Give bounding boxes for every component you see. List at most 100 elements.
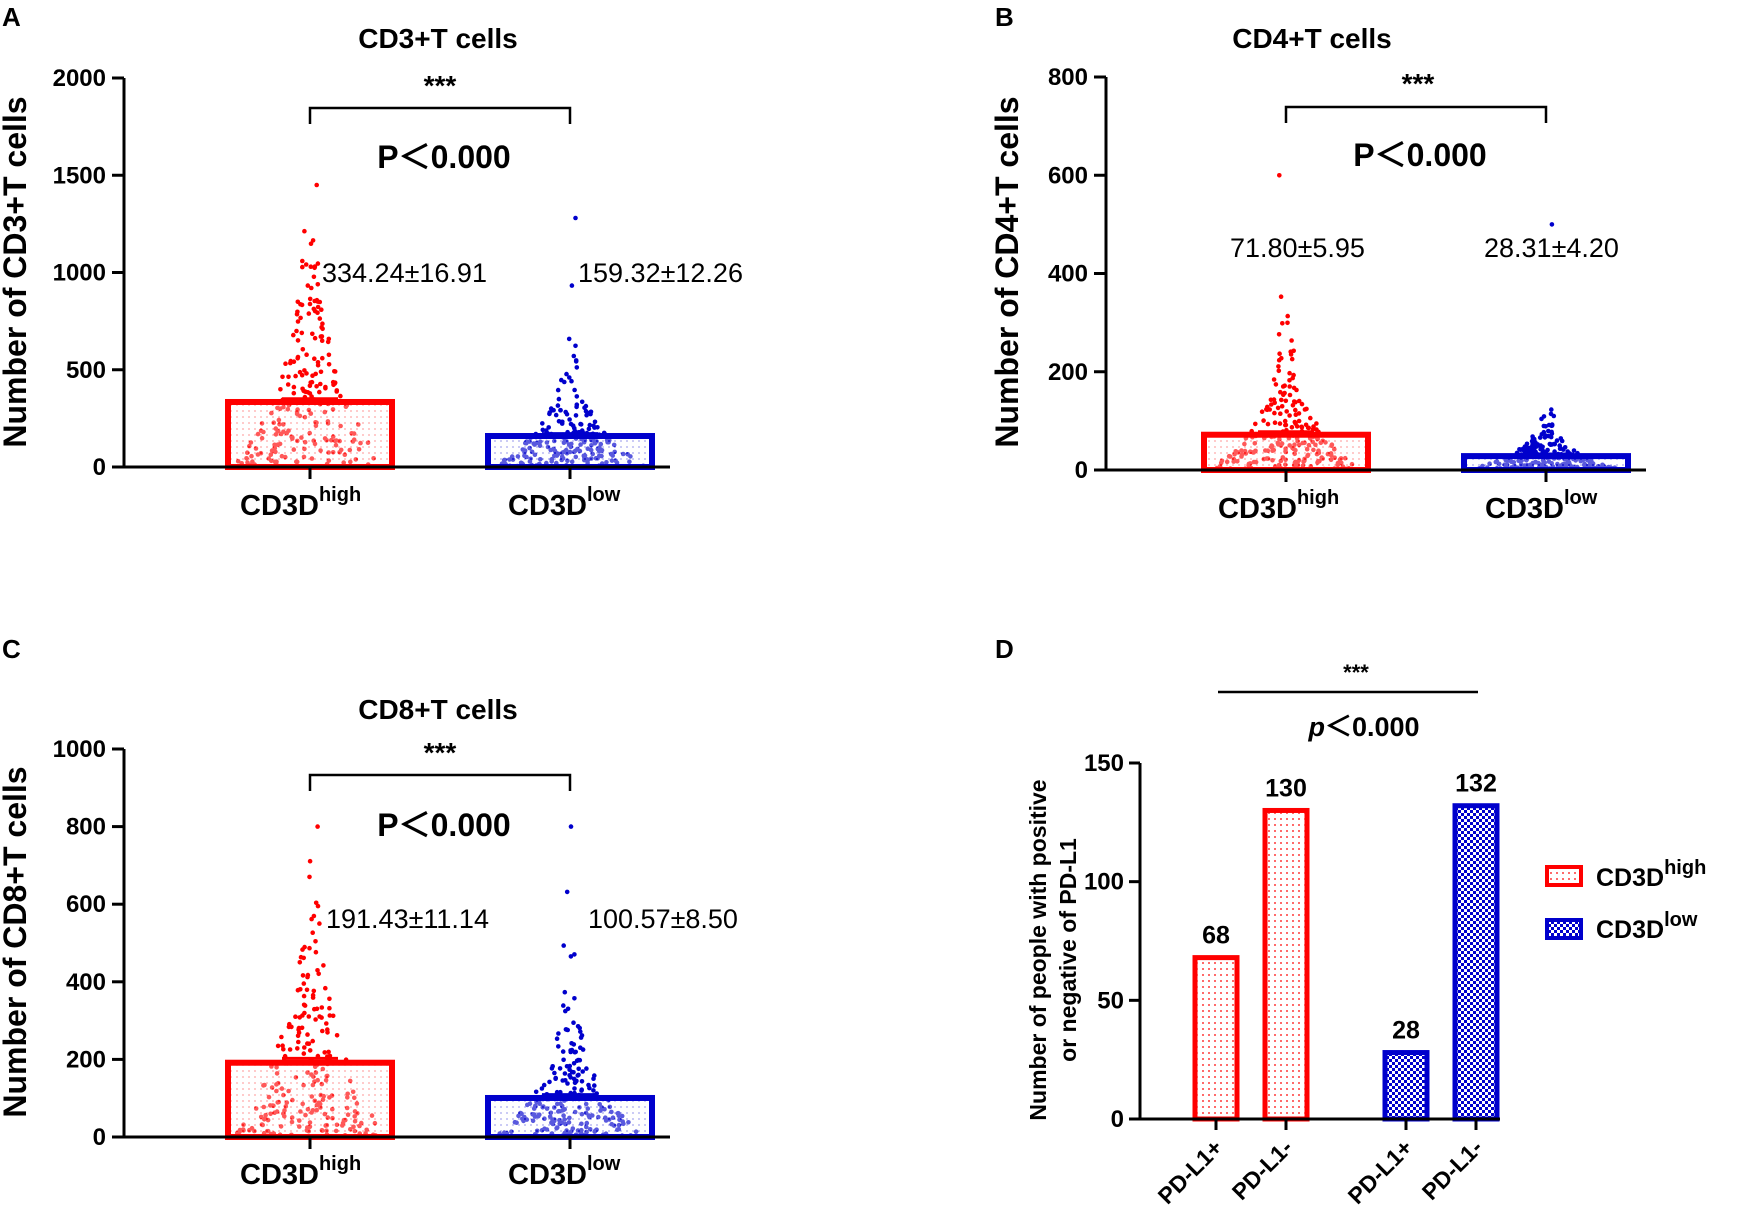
legend-label-low: CD3Dlow (1596, 909, 1698, 944)
panel-a-dot-high (305, 283, 311, 288)
panel-a-dot-low (567, 375, 572, 380)
panel-b-dot-high (1285, 313, 1290, 319)
panel-a-dot-low (559, 377, 564, 383)
legend-label-high: CD3Dhigh (1596, 857, 1706, 892)
panel-c-dot-high (307, 858, 313, 864)
panel-a-dot-high (302, 228, 307, 234)
panel-b-dot-high (1279, 355, 1284, 361)
panel-a-dot-high (326, 352, 332, 358)
panel-b-p-value: P＜0.000 (1353, 137, 1486, 173)
panel-c-dot-high (330, 1013, 336, 1019)
panel-b-dot-high (1304, 406, 1309, 412)
panel-b-y-tick-label: 600 (1048, 162, 1088, 189)
panel-a-y-tick-label: 2000 (53, 65, 106, 92)
panel-a-stat-low: 159.32±12.26 (578, 258, 743, 288)
panel-a-dot-high (317, 316, 323, 321)
panel-c-dot-low (577, 1025, 582, 1031)
panel-a-dot-low (579, 399, 585, 405)
panel-c-dot-low (557, 1066, 563, 1071)
panel-b-dot-high (1283, 398, 1289, 404)
panel-c-dot-low (575, 1073, 580, 1078)
panel-c-dot-low (572, 996, 577, 1001)
panel-c-dot-high (313, 1017, 318, 1022)
panel-c-dot-high (319, 1005, 325, 1010)
panel-b-dot-low (1548, 434, 1554, 440)
panel-a-y-tick-label: 0 (93, 454, 106, 481)
panel-a-dot-high (318, 381, 323, 387)
panel-b-dot-high (1294, 387, 1299, 393)
panel-a-dot-low (570, 423, 576, 429)
panel-a-bar-low (485, 433, 655, 471)
panel-a-dot-high (300, 386, 305, 392)
panel-a-dot-high (299, 302, 305, 308)
panel-c-dot-low (571, 1070, 576, 1075)
panel-a-dot-low (567, 417, 572, 422)
panel-b-title: CD4+T cells (1232, 23, 1392, 54)
panel-c-dot-high (281, 1047, 286, 1052)
panel-a-dot-high (286, 374, 291, 380)
panel-a-dot-low (560, 419, 565, 425)
panel-c-dot-high (301, 955, 307, 961)
panel-b-dot-high (1278, 411, 1283, 417)
panel-a-dot-high (332, 369, 338, 374)
panel-a-title: CD3+T cells (358, 23, 518, 54)
panel-b-dot-high (1283, 422, 1289, 428)
panel-c-dot-low (561, 1003, 566, 1008)
panel-a-dot-high (308, 264, 314, 270)
panel-b-dot-high (1311, 424, 1316, 429)
panel-c-dot-low (541, 1082, 547, 1088)
panel-c-dot-low (554, 1036, 560, 1041)
panel-c-dot-low (592, 1073, 597, 1078)
panel-c-dot-high (316, 971, 322, 977)
panel-a-dot-high (299, 330, 305, 336)
panel-b-dot-low (1543, 424, 1548, 429)
panel-b-dot-low (1549, 423, 1555, 428)
panel-b-dot-high (1287, 392, 1293, 398)
panel-a-y-tick-label: 1500 (53, 162, 106, 189)
panel-a-dot-low (555, 387, 561, 393)
panel-a-dot-high (320, 326, 325, 332)
panel-a-dot-high (285, 382, 291, 387)
panel-c-bar-high (225, 1059, 395, 1141)
panel-c-dot-high (295, 987, 301, 993)
panel-b-dot-low (1549, 429, 1554, 435)
panel-c-dot-high (327, 1013, 333, 1018)
panel-a-dot-high (308, 380, 314, 385)
panel-b-y-tick-label: 800 (1048, 64, 1088, 91)
panel-c-dot-high (302, 1045, 307, 1050)
panel-a-dot-low (573, 215, 578, 221)
panel-c-y-axis-label: Number of CD8+T cells (0, 766, 33, 1117)
panel-d-y-tick-label: 150 (1084, 750, 1124, 777)
panel-b-dot-high (1290, 403, 1296, 408)
panel-b-dot-high (1289, 425, 1295, 430)
panel-b-dot-high (1253, 421, 1258, 427)
panel-a-dot-low (548, 406, 554, 411)
panel-b-dot-high (1276, 332, 1282, 337)
panel-c-dot-high (315, 968, 320, 973)
panel-b-y-tick-label: 0 (1075, 457, 1088, 484)
panel-b-dot-high (1277, 421, 1283, 426)
panel-d: D Number of people with positive or nega… (995, 634, 1706, 1209)
panel-b-dot-high (1265, 407, 1270, 413)
panel-a-dot-high (323, 386, 328, 391)
panel-a-dot-high (308, 241, 314, 246)
panel-a-significance-bracket (308, 106, 572, 124)
panel-d-value-label: 68 (1202, 922, 1230, 950)
panel-a-dot-low (547, 411, 552, 417)
panel-a-dot-high (317, 389, 322, 395)
panel-c-dot-low (563, 1078, 568, 1083)
panel-b-dot-high (1287, 384, 1292, 389)
panel-b-dot-low (1549, 407, 1554, 412)
panel-c-dot-high (317, 921, 322, 926)
panel-c-dot-low (568, 1075, 573, 1080)
panel-c-dot-low (576, 1066, 581, 1072)
panel-b-dot-high (1292, 419, 1298, 425)
legend-swatch-low (1545, 918, 1583, 940)
panel-b-significance-bracket (1284, 105, 1548, 123)
panel-b-dot-high (1296, 398, 1302, 404)
panel-b: B CD4+T cells Number of CD4+T cells 0 200… (989, 2, 1646, 525)
panel-a-dot-low (563, 409, 568, 415)
panel-b-dot-high (1280, 321, 1285, 326)
panel-a-dot-high (338, 393, 343, 399)
panel-b-bar-high (1201, 431, 1371, 473)
